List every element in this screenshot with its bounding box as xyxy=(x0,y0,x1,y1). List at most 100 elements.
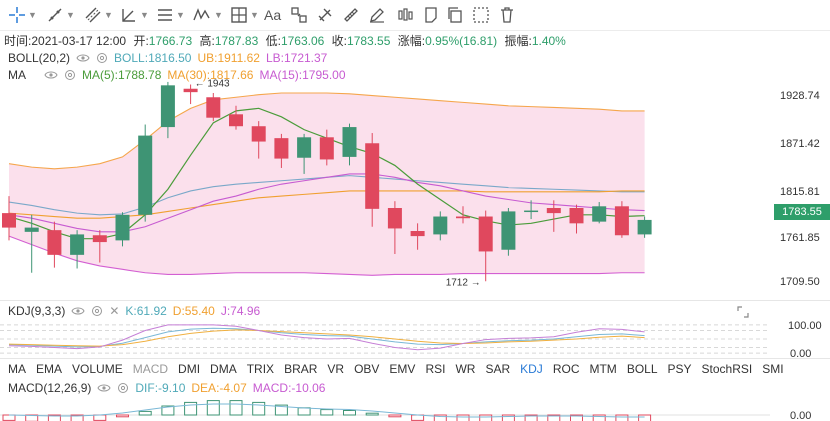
angle-tool[interactable]: ▼ xyxy=(120,4,149,26)
tab-dmi[interactable]: DMI xyxy=(178,362,201,376)
macd-histogram-bar xyxy=(229,400,243,416)
expand-icon[interactable] xyxy=(736,305,750,324)
price-chart[interactable]: ← 1943 1712 → xyxy=(0,70,830,300)
candle-body xyxy=(297,137,312,158)
settings-icon[interactable] xyxy=(64,69,76,81)
crosshair-icon xyxy=(9,7,25,23)
kdj-k-line xyxy=(8,327,645,348)
kdj-legend: KDJ(9,3,3) ✕ K:61.92 D:55.40 J:74.96 xyxy=(8,304,260,318)
price-tick-label: 1815.81 xyxy=(780,185,820,198)
tab-boll[interactable]: BOLL xyxy=(626,362,658,376)
candle-tool[interactable] xyxy=(396,4,414,26)
grid-tool[interactable]: ▼ xyxy=(230,4,259,26)
settings-icon[interactable] xyxy=(117,382,129,394)
change-label: 涨幅: xyxy=(397,34,426,48)
tab-emv[interactable]: EMV xyxy=(389,362,416,376)
macd-histogram-bar xyxy=(388,414,402,418)
tab-sar[interactable]: SAR xyxy=(485,362,511,376)
ma-name: MA xyxy=(8,68,26,82)
channel-tool[interactable]: ▼ xyxy=(84,4,113,26)
macd-histogram-bar xyxy=(206,400,220,416)
drawing-toolbar: ▼ ▼ ▼ ▼ ▼ ▼ ▼ Aa xyxy=(0,0,830,31)
line-tool[interactable]: ▼ xyxy=(46,4,75,26)
eye-icon[interactable] xyxy=(76,53,90,63)
pane-divider xyxy=(0,300,830,301)
candle-body xyxy=(637,219,652,235)
ma15-line xyxy=(8,173,645,233)
candle-body xyxy=(410,231,425,237)
boll-band xyxy=(9,93,645,276)
macd-tick-label: 0.00 xyxy=(790,410,811,421)
note-tool[interactable] xyxy=(422,4,440,26)
tab-psy[interactable]: PSY xyxy=(667,362,692,376)
candle-body xyxy=(115,214,130,241)
macd-histogram-bar xyxy=(320,409,334,416)
select-tool[interactable] xyxy=(472,4,490,26)
macd-chart[interactable]: 0.00 xyxy=(0,399,830,421)
magnet-tool[interactable] xyxy=(316,4,334,26)
settings-icon[interactable] xyxy=(96,52,108,64)
candle-body xyxy=(569,208,584,224)
line-icon xyxy=(48,8,62,22)
tab-wr[interactable]: WR xyxy=(455,362,476,376)
tab-vr[interactable]: VR xyxy=(327,362,345,376)
horizontal-lines-tool[interactable]: ▼ xyxy=(156,4,185,26)
chevron-down-icon[interactable]: ▼ xyxy=(214,10,223,20)
tab-stochrsi[interactable]: StochRSI xyxy=(701,362,753,376)
ruler-tool[interactable] xyxy=(342,4,360,26)
candle-body xyxy=(251,126,266,142)
ma30-line xyxy=(8,190,645,219)
chevron-down-icon[interactable]: ▼ xyxy=(250,10,259,20)
tab-obv[interactable]: OBV xyxy=(354,362,380,376)
boll-name: BOLL(20,2) xyxy=(8,51,71,65)
close-icon[interactable]: ✕ xyxy=(109,304,120,318)
macd-histogram-bar xyxy=(592,414,606,421)
text-tool[interactable]: Aa xyxy=(264,4,281,26)
tab-dma[interactable]: DMA xyxy=(210,362,237,376)
eye-icon[interactable] xyxy=(44,70,58,80)
pattern-tool[interactable] xyxy=(290,4,308,26)
tab-rsi[interactable]: RSI xyxy=(425,362,446,376)
candle-body xyxy=(501,211,516,250)
pattern-icon xyxy=(291,7,307,23)
trash-icon xyxy=(501,7,513,23)
tab-brar[interactable]: BRAR xyxy=(284,362,318,376)
boll-ub-value: UB:1911.62 xyxy=(197,51,260,65)
tab-kdj[interactable]: KDJ xyxy=(520,362,543,376)
chevron-down-icon[interactable]: ▼ xyxy=(176,10,185,20)
candle-body xyxy=(47,230,62,255)
tab-smi[interactable]: SMI xyxy=(762,362,784,376)
macd-histogram-bar xyxy=(524,414,538,421)
candle-body xyxy=(478,216,493,252)
copy-tool[interactable] xyxy=(446,4,464,26)
boll-legend: BOLL(20,2) BOLL:1816.50 UB:1911.62 LB:17… xyxy=(8,51,327,65)
price-tick-label: 1761.85 xyxy=(780,231,820,244)
chevron-down-icon[interactable]: ▼ xyxy=(28,10,37,20)
chevron-down-icon[interactable]: ▼ xyxy=(104,10,113,20)
crosshair-tool[interactable]: ▼ xyxy=(8,4,37,26)
macd-dea-value: DEA:-4.07 xyxy=(191,381,247,395)
settings-icon[interactable] xyxy=(91,305,103,317)
boll-lb-line xyxy=(8,235,645,276)
tab-mtm[interactable]: MTM xyxy=(589,362,617,376)
tab-ma[interactable]: MA xyxy=(8,362,26,376)
boll-band-fill xyxy=(9,93,645,276)
candles xyxy=(2,81,652,282)
eye-icon[interactable] xyxy=(71,306,85,316)
tab-trix[interactable]: TRIX xyxy=(246,362,275,376)
tab-volume[interactable]: VOLUME xyxy=(72,362,123,376)
kdj-tick-label: 0.00 xyxy=(790,348,811,360)
kdj-chart[interactable]: 100.00 0.00 xyxy=(0,318,830,360)
price-tick-label: 1928.74 xyxy=(780,89,820,102)
chevron-down-icon[interactable]: ▼ xyxy=(140,10,149,20)
pencil-tool[interactable] xyxy=(368,4,386,26)
boll-lb-value: LB:1721.37 xyxy=(265,51,328,65)
chevron-down-icon[interactable]: ▼ xyxy=(66,10,75,20)
tab-macd[interactable]: MACD xyxy=(132,362,169,376)
tab-roc[interactable]: ROC xyxy=(552,362,580,376)
delete-tool[interactable] xyxy=(498,4,516,26)
tab-ema[interactable]: EMA xyxy=(36,362,63,376)
wave-tool[interactable]: ▼ xyxy=(192,4,223,26)
eye-icon[interactable] xyxy=(97,383,111,393)
candle-body xyxy=(92,235,107,243)
